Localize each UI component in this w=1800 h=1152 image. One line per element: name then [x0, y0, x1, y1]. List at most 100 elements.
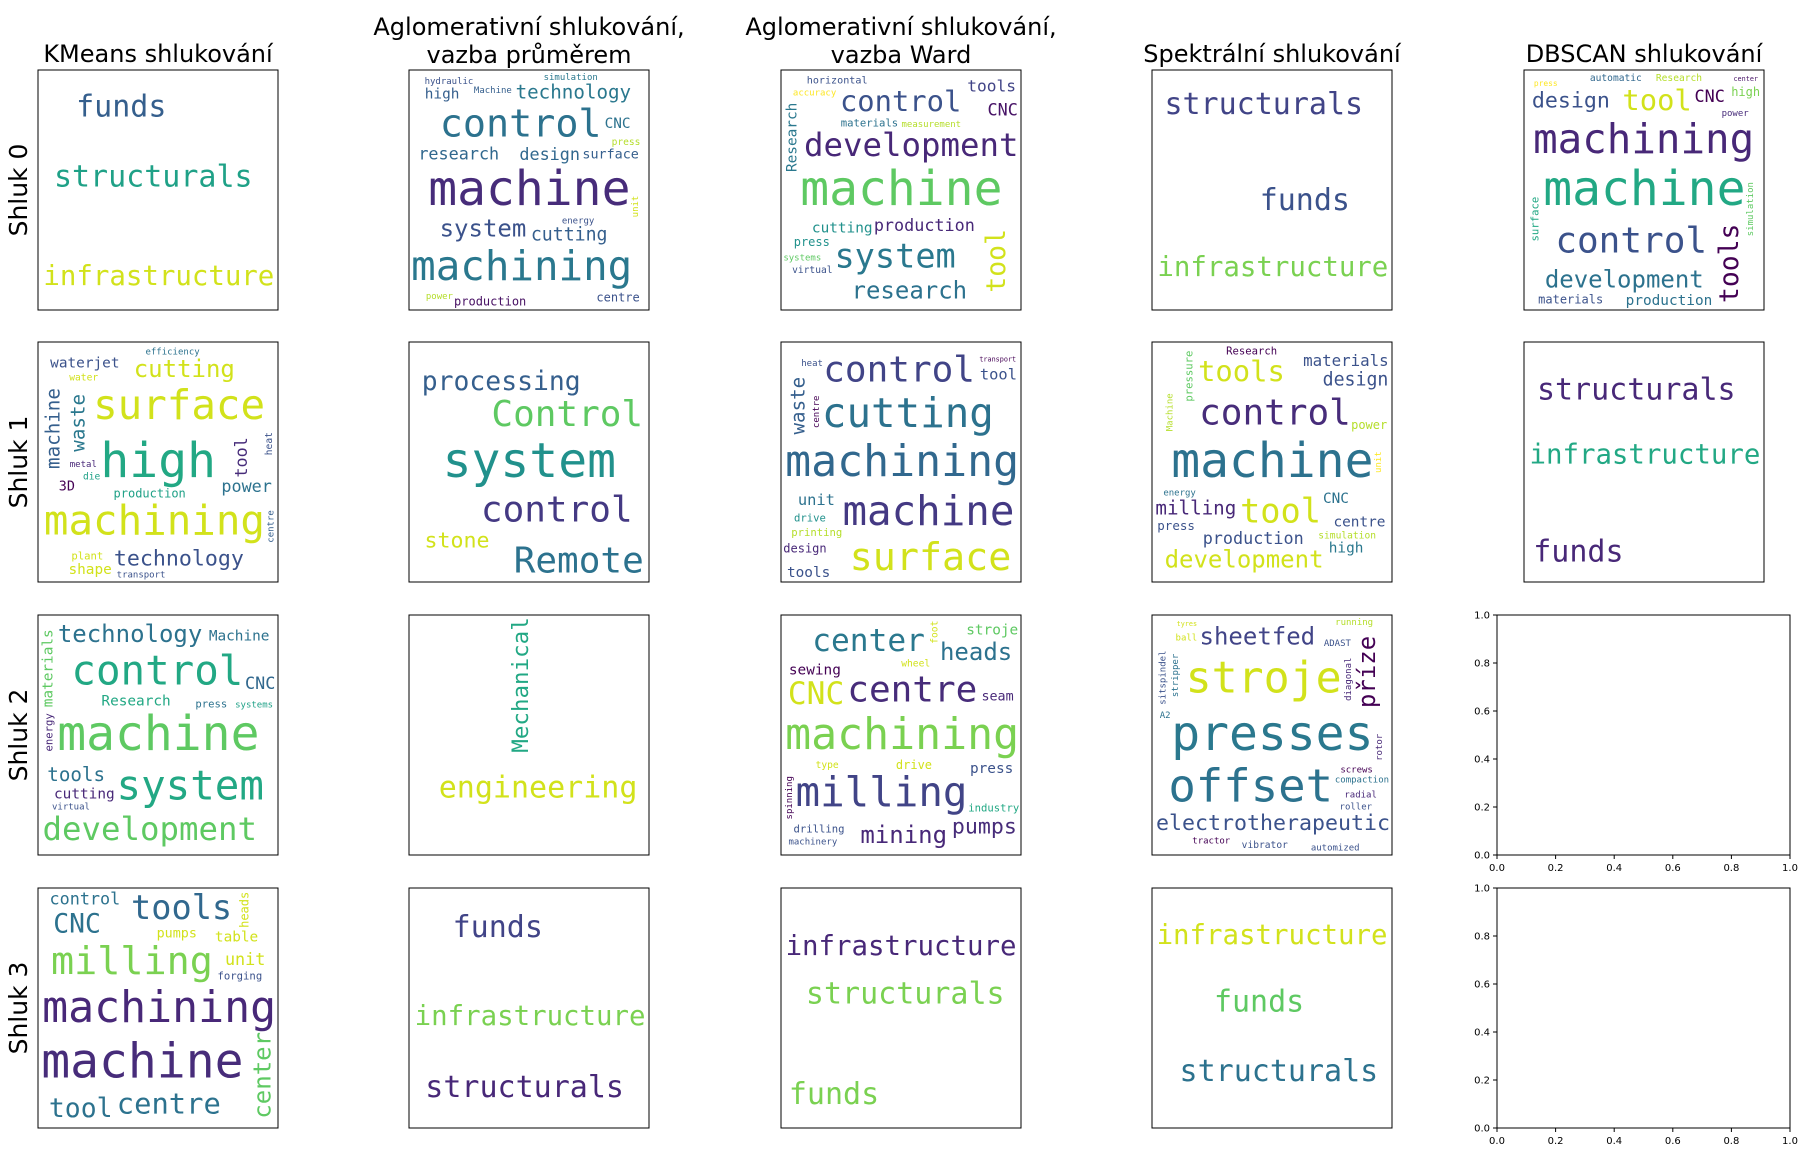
word: engineering: [439, 771, 638, 806]
word: energy: [562, 216, 595, 226]
word: Research: [101, 694, 170, 710]
word: processing: [422, 366, 581, 397]
row-label: Shluk 0: [4, 144, 33, 237]
word: automized: [1311, 844, 1360, 854]
word: high: [1731, 85, 1760, 99]
y-tick-label: 0.4: [1474, 1028, 1490, 1039]
word: centre: [847, 669, 977, 710]
word: hydraulic: [425, 77, 474, 87]
word: tool: [1240, 491, 1321, 530]
word: industry: [968, 803, 1019, 815]
word: machine: [57, 706, 259, 762]
word: technology: [114, 546, 244, 571]
word: milling: [796, 768, 968, 816]
word: power: [426, 292, 454, 302]
word: stripper: [1171, 653, 1181, 697]
word: production: [114, 486, 186, 500]
word: control: [1199, 392, 1351, 433]
word: machining: [785, 710, 1019, 760]
column-title: KMeans shlukování: [43, 40, 274, 68]
y-tick-label: 1.0: [1474, 884, 1490, 895]
word: control: [440, 102, 602, 147]
wordcloud-frame: [780, 69, 1022, 311]
wordcloud: Mechanical engineering: [439, 617, 638, 805]
wordcloud-frame: [408, 887, 650, 1129]
word: rotor: [1375, 733, 1385, 761]
word: Mechanical: [508, 617, 534, 752]
row-label: Shluk 3: [4, 962, 33, 1055]
word: center: [248, 1032, 276, 1119]
word: seam: [981, 690, 1013, 705]
word: compaction: [1335, 776, 1389, 786]
row-label: Shluk 2: [4, 689, 33, 782]
word: design: [1323, 369, 1389, 390]
panel: Mechanical engineering: [408, 614, 650, 856]
word: stroje: [966, 622, 1018, 638]
panel: funds infrastructure structurals: [408, 887, 650, 1129]
word: development: [1165, 546, 1324, 574]
word: mining: [860, 821, 947, 849]
x-tick-label: 0.4: [1606, 1136, 1622, 1147]
word: pumps: [952, 814, 1017, 839]
y-tick-label: 0.6: [1474, 980, 1490, 991]
word: ADAST: [1324, 639, 1352, 649]
word: roller: [1340, 802, 1373, 812]
word: press: [195, 698, 227, 710]
word: drilling: [794, 823, 845, 835]
word: control: [840, 84, 961, 118]
word: machining: [785, 437, 1019, 487]
word: accuracy: [793, 88, 837, 98]
word: simulation: [544, 73, 598, 83]
word: pumps: [157, 927, 197, 942]
column-title: Aglomerativní shlukování,: [745, 13, 1056, 41]
word: electrotherapeutic: [1156, 811, 1390, 836]
word: cutting: [54, 787, 115, 803]
word: CNC: [1695, 86, 1725, 106]
word: press: [970, 761, 1013, 777]
word: plant: [71, 550, 103, 562]
word: shape: [68, 562, 111, 578]
word: unit: [798, 491, 835, 509]
word: design: [783, 542, 826, 556]
word: funds: [789, 1077, 879, 1112]
word: surface: [850, 535, 1012, 580]
word: CNC: [53, 909, 101, 940]
y-tick-label: 0.2: [1474, 803, 1490, 814]
wordcloud-frame: [408, 614, 650, 856]
x-tick-label: 0.8: [1723, 1136, 1739, 1147]
empty-axes: [1496, 614, 1791, 856]
word: control: [50, 888, 121, 908]
word: design: [519, 144, 580, 164]
word: technology: [516, 81, 632, 104]
panel: structurals funds infrastructure: [1151, 69, 1393, 311]
word: surface: [582, 148, 638, 163]
x-tick-label: 0.4: [1606, 863, 1622, 874]
word: printing: [791, 527, 842, 539]
word: centre: [1333, 515, 1385, 531]
word: production: [1626, 293, 1713, 309]
word: machine: [1171, 433, 1373, 489]
word: machining: [44, 496, 265, 544]
word: Research: [1226, 345, 1277, 357]
word: foot: [930, 621, 941, 644]
word: tools: [1714, 224, 1745, 303]
word: structurals: [1180, 1054, 1379, 1089]
word: CNC: [1323, 491, 1349, 507]
word: screws: [1340, 765, 1373, 775]
word: drive: [794, 512, 826, 524]
wordcloud: machine machining control system technology c…: [411, 73, 641, 309]
word: machine: [800, 161, 1002, 217]
word: tools: [967, 77, 1016, 96]
wordcloud-frame: [1523, 69, 1765, 311]
panels: fundsstructuralsinfrastructuremachinemac…: [37, 69, 1798, 1147]
word: radial: [1344, 790, 1377, 800]
word: Machine: [1166, 393, 1176, 431]
column-titles: KMeans shlukování Aglomerativní shlukován…: [43, 13, 1763, 69]
word: metal: [70, 460, 97, 470]
word: unit: [1374, 451, 1384, 473]
word: unit: [225, 949, 265, 969]
wordcloud: infrastructure structurals funds: [786, 931, 1017, 1112]
